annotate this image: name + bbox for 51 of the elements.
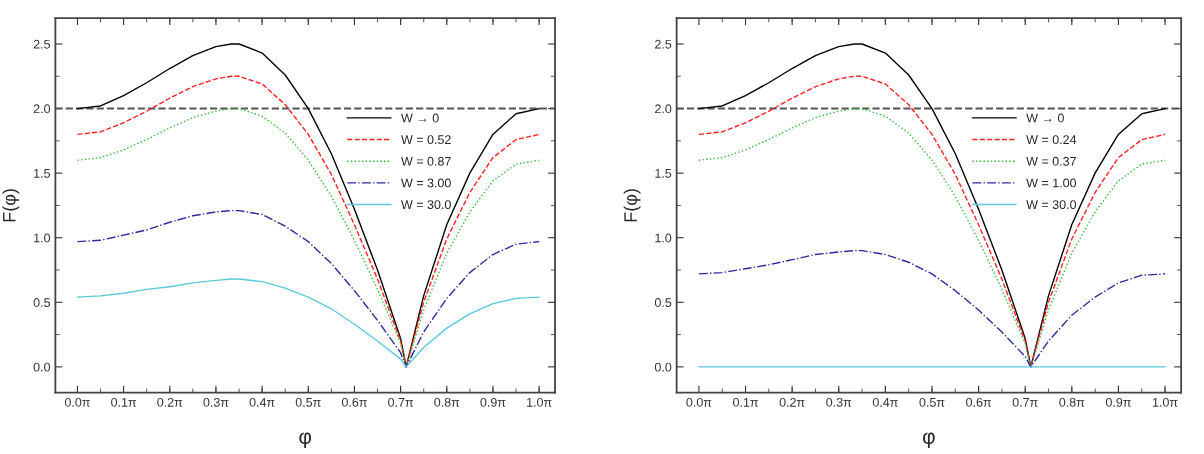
x-tick-label: 0.2π [157,397,183,407]
y-tick-label: 2.0 [33,104,51,114]
y-axis-title: F(φ) [2,189,20,222]
x-tick-label: 0.3π [826,397,852,407]
legend-label: W → 0 [401,113,439,123]
legend-label: W = 0.24 [1026,135,1077,145]
y-tick-label: 2.0 [655,104,672,114]
y-axis-title: F(φ) [623,189,641,222]
x-tick-label: 0.1π [111,397,137,407]
x-tick-label: 0.6π [966,397,992,407]
y-tick-label: 1.0 [34,233,51,243]
line-series [698,249,1166,368]
y-tick-label: 2.5 [655,39,672,49]
x-tick-label: 0.1π [733,397,758,407]
legend-label: W = 3.00 [401,178,451,188]
y-tick-label: 1.5 [34,169,50,178]
y-tick-label: 2.5 [33,39,50,49]
x-axis-title: φ [299,432,312,449]
x-tick-label: 0.2π [779,397,805,407]
x-tick-label: 0.4π [872,397,898,407]
x-tick-label: 0.7π [388,397,414,407]
x-tick-label: 0.3π [203,397,229,407]
legend-label: W = 0.52 [401,135,451,145]
x-axis-title: φ [923,432,935,449]
x-tick-label: 0.9π [480,397,506,407]
legend-label: W = 0.37 [1026,156,1076,166]
y-tick-label: 0.5 [33,298,50,307]
x-tick-label: 0.0π [686,397,712,407]
x-tick-label: 0.4π [249,397,275,407]
y-tick-label: 0.5 [654,298,672,307]
y-tick-label: 1.0 [655,233,672,243]
x-tick-label: 0.7π [1012,397,1038,407]
x-tick-label: 0.8π [1059,397,1085,407]
x-tick-label: 0.6π [341,397,367,407]
legend-label: W → 0 [1026,113,1064,123]
line-series [76,278,540,368]
x-tick-label: 0.9π [1105,397,1131,407]
y-tick-label: 0.0 [33,362,51,372]
y-tick-label: 1.5 [655,169,672,178]
x-tick-label: 1.0π [1152,397,1178,407]
x-tick-label: 0.0π [64,397,90,407]
line-series [76,209,540,368]
legend-label: W = 30.0 [401,200,451,210]
legend-label: W = 30.0 [1026,200,1077,210]
x-tick-label: 0.5π [919,397,945,407]
x-tick-label: 0.5π [295,397,321,407]
y-tick-label: 0.0 [654,362,672,372]
legend-label: W = 1.00 [1026,178,1077,188]
x-tick-label: 0.8π [434,397,460,407]
x-tick-label: 1.0π [527,397,552,407]
legend-label: W = 0.87 [401,156,451,166]
